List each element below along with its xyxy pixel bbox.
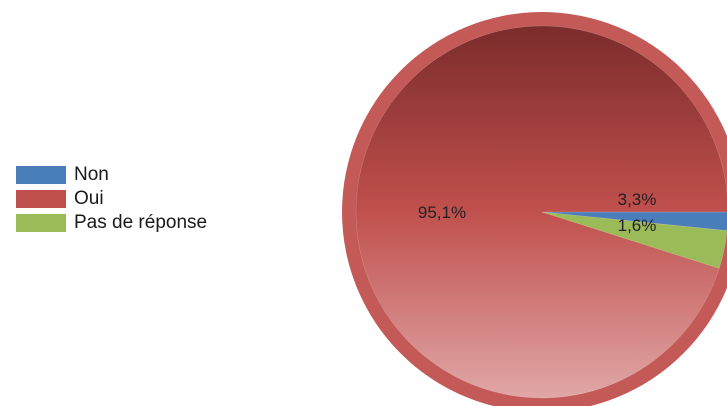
- pie-slice-pas-de-r-ponse: [541, 211, 727, 269]
- legend-item-non: Non: [16, 163, 207, 187]
- slice-label-pas-de-r-ponse: 3,3%: [618, 190, 657, 209]
- slice-label-oui: 95,1%: [418, 203, 466, 222]
- legend-swatch-oui: [16, 190, 66, 208]
- legend-item-oui: Oui: [16, 187, 207, 211]
- legend-label-non: Non: [74, 164, 109, 185]
- legend-label-pas-de-reponse: Pas de réponse: [74, 212, 208, 233]
- pie-slice-oui: [355, 25, 727, 399]
- legend-label-oui: Oui: [74, 188, 104, 209]
- slice-label-non: 1,6%: [618, 216, 657, 235]
- legend-swatch-pas-de-reponse: [16, 214, 66, 232]
- legend-swatch-non: [16, 166, 66, 184]
- legend: Non Oui Pas de réponse: [16, 163, 207, 235]
- legend-item-pas-de-reponse: Pas de réponse: [16, 211, 207, 235]
